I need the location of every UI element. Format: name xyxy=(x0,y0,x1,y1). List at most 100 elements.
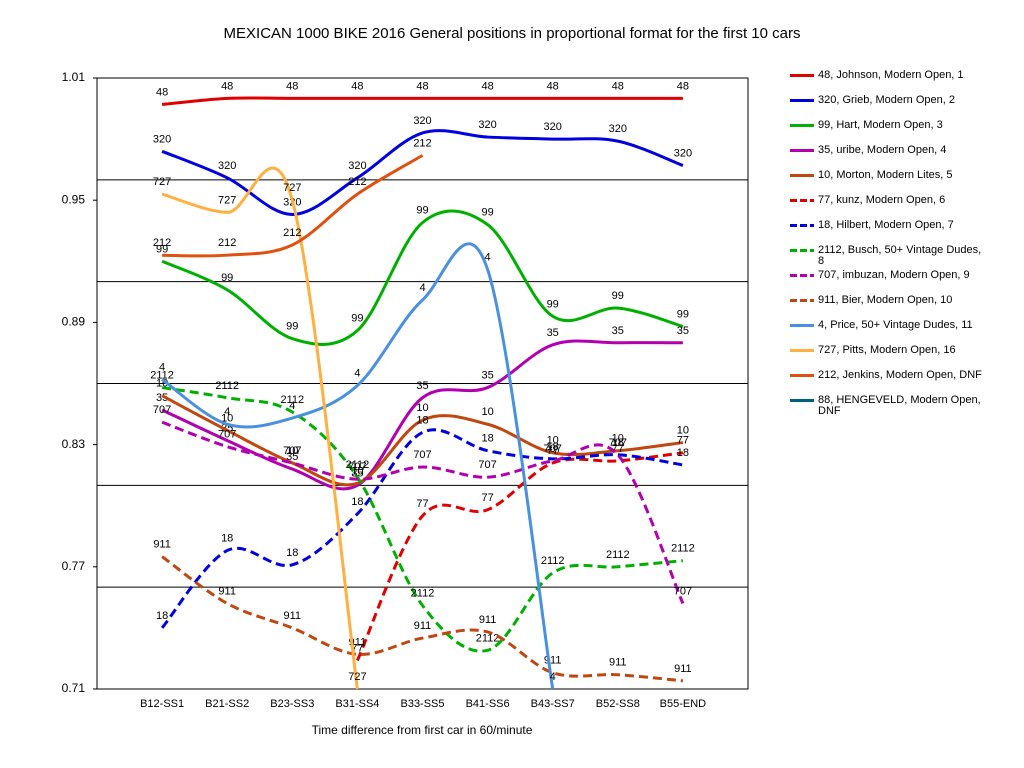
x-tick-label: B31-SS4 xyxy=(335,698,379,710)
point-label: 77 xyxy=(416,498,428,510)
point-label: 320 xyxy=(413,115,431,127)
series-line xyxy=(161,166,359,690)
point-label: 18 xyxy=(221,533,233,545)
legend-label: 88, HENGEVELD, Modern Open, DNF xyxy=(818,394,981,417)
series-line xyxy=(161,386,684,653)
point-label: 707 xyxy=(218,429,236,441)
point-label: 10 xyxy=(481,406,493,418)
x-axis-label: Time difference from first car in 60/min… xyxy=(312,723,533,737)
point-label: 18 xyxy=(481,433,493,445)
point-label: 707 xyxy=(413,449,431,461)
point-label: 707 xyxy=(283,445,301,457)
point-label: 707 xyxy=(609,437,627,449)
legend-swatch xyxy=(790,74,814,77)
point-label: 99 xyxy=(547,298,559,310)
legend-label: 18, Hilbert, Modern Open, 7 xyxy=(818,219,954,231)
legend-label: 35, uribe, Modern Open, 4 xyxy=(818,144,947,156)
series-line xyxy=(161,420,685,605)
legend-label: 212, Jenkins, Modern Open, DNF xyxy=(818,369,982,381)
y-tick-label: 0.89 xyxy=(62,315,86,329)
point-label: 99 xyxy=(351,313,363,325)
series-line xyxy=(160,428,684,629)
x-tick-label: B33-SS5 xyxy=(400,698,444,710)
x-tick-label: B55-END xyxy=(660,698,707,710)
point-label: 10 xyxy=(677,425,689,437)
legend-item: 10, Morton, Modern Lites, 5 xyxy=(790,170,990,195)
legend-item: 911, Bier, Modern Open, 10 xyxy=(790,295,990,320)
point-label: 48 xyxy=(612,80,624,92)
point-label: 48 xyxy=(351,80,363,92)
legend-label: 707, imbuzan, Modern Open, 9 xyxy=(818,269,970,281)
point-label: 212 xyxy=(283,227,301,239)
legend-label: 10, Morton, Modern Lites, 5 xyxy=(818,169,953,181)
legend-item: 88, HENGEVELD, Modern Open, DNF xyxy=(790,395,990,420)
series-line xyxy=(161,242,555,690)
legend-item: 35, uribe, Modern Open, 4 xyxy=(790,145,990,170)
point-label: 18 xyxy=(612,437,624,449)
point-label: 320 xyxy=(348,160,366,172)
legend-label: 77, kunz, Modern Open, 6 xyxy=(818,194,946,206)
point-label: 2112 xyxy=(476,632,500,644)
x-tick-label: B43-SS7 xyxy=(531,698,575,710)
x-tick-label: B52-SS8 xyxy=(596,698,640,710)
legend-swatch xyxy=(790,374,814,377)
legend-label: 727, Pitts, Modern Open, 16 xyxy=(818,344,956,356)
point-label: 911 xyxy=(414,620,432,632)
point-label: 707 xyxy=(544,443,562,455)
point-label: 911 xyxy=(284,610,302,622)
legend-label: 99, Hart, Modern Open, 3 xyxy=(818,119,943,131)
point-label: 320 xyxy=(544,121,562,133)
x-tick-label: B21-SS2 xyxy=(205,698,249,710)
point-label: 18 xyxy=(351,496,363,508)
legend-label: 320, Grieb, Modern Open, 2 xyxy=(818,94,955,106)
legend-swatch xyxy=(790,149,814,152)
point-label: 320 xyxy=(153,133,171,145)
point-label: 4 xyxy=(419,282,425,294)
point-label: 10 xyxy=(416,402,428,414)
point-label: 18 xyxy=(156,610,168,622)
x-tick-label: B12-SS1 xyxy=(140,698,184,710)
legend: 48, Johnson, Modern Open, 1 320, Grieb, M… xyxy=(790,70,990,420)
legend-label: 4, Price, 50+ Vintage Dudes, 11 xyxy=(818,319,973,331)
legend-swatch xyxy=(790,224,814,227)
point-label: 212 xyxy=(348,176,366,188)
legend-swatch xyxy=(790,124,814,127)
legend-item: 320, Grieb, Modern Open, 2 xyxy=(790,95,990,120)
point-label: 212 xyxy=(218,237,236,249)
point-label: 77 xyxy=(547,445,559,457)
point-label: 48 xyxy=(286,80,298,92)
point-label: 10 xyxy=(221,412,233,424)
point-label: 4 xyxy=(485,251,491,263)
point-label: 99 xyxy=(286,321,298,333)
legend-item: 4, Price, 50+ Vintage Dudes, 11 xyxy=(790,320,990,345)
point-label: 99 xyxy=(156,243,168,255)
point-label: 2112 xyxy=(150,370,174,382)
point-label: 48 xyxy=(677,80,689,92)
point-label: 707 xyxy=(674,585,692,597)
point-label: 2112 xyxy=(411,587,435,599)
series-line xyxy=(356,451,684,662)
point-label: 2112 xyxy=(280,394,304,406)
y-tick-label: 0.95 xyxy=(62,192,86,206)
chart-title: MEXICAN 1000 BIKE 2016 General positions… xyxy=(224,25,801,42)
point-label: 212 xyxy=(413,137,431,149)
point-label: 35 xyxy=(547,327,559,339)
point-label: 18 xyxy=(677,447,689,459)
point-label: 48 xyxy=(547,80,559,92)
point-label: 320 xyxy=(478,119,496,131)
point-label: 727 xyxy=(218,194,236,206)
legend-item: 18, Hilbert, Modern Open, 7 xyxy=(790,220,990,245)
point-label: 4 xyxy=(550,671,556,683)
point-label: 18 xyxy=(547,441,559,453)
point-label: 911 xyxy=(153,539,171,551)
legend-item: 727, Pitts, Modern Open, 16 xyxy=(790,345,990,370)
y-tick-label: 1.01 xyxy=(62,70,86,84)
point-label: 727 xyxy=(348,671,366,683)
series-line xyxy=(161,96,683,106)
y-tick-label: 0.71 xyxy=(62,681,86,695)
point-label: 99 xyxy=(416,205,428,217)
legend-swatch xyxy=(790,249,814,252)
point-label: 727 xyxy=(283,182,301,194)
